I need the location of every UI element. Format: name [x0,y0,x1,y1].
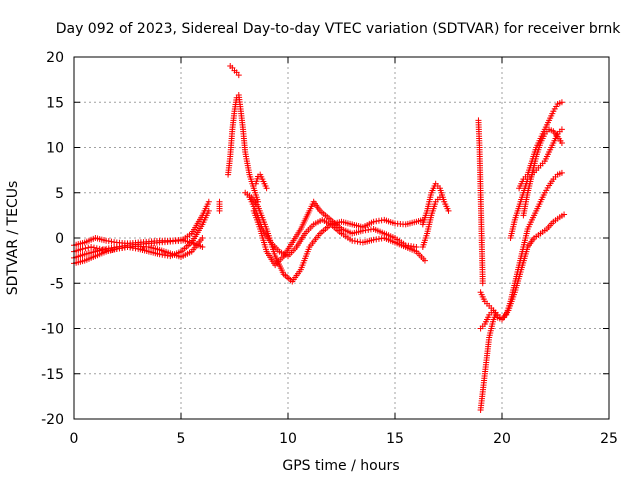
data-point [558,139,565,146]
axis-ticks [73,56,610,420]
data-point [421,257,428,264]
series-track-15 [477,311,499,413]
data-point [263,185,270,192]
x-tick-label: 25 [600,431,618,447]
x-axis-label: GPS time / hours [282,458,399,474]
data-point [561,211,568,218]
data-point-interp [82,245,89,252]
y-tick-label: -10 [41,322,64,338]
series-track-11 [252,171,270,192]
data-point [558,126,565,133]
series-track-14 [475,117,486,287]
series-track-20 [520,126,565,219]
data-point [88,244,95,251]
data-point [105,247,112,254]
data-point-interp [90,244,97,251]
series-track-6 [225,92,262,205]
data-point-interp [108,247,115,254]
data-point-interp [110,246,117,253]
x-tick-label: 10 [279,431,297,447]
x-tick-label: 20 [493,431,511,447]
data-point-interp [99,246,106,253]
data-point [205,207,212,214]
y-tick-label: -20 [41,412,64,428]
x-tick-label: 0 [70,431,79,447]
series-track-10 [250,198,420,269]
data-point [235,72,242,79]
data-point [445,207,452,214]
y-tick-label: 0 [55,231,64,247]
chart-title: Day 092 of 2023, Sidereal Day-to-day VTE… [56,21,621,37]
series-track-7 [227,63,242,79]
data-point-interp [85,244,92,251]
series-track-13 [419,194,443,251]
data-point [205,198,212,205]
data-point [199,235,206,241]
data-point-interp [102,247,109,254]
y-tick-label: -5 [50,276,64,292]
series-track-12 [419,180,452,228]
data-point [79,245,86,252]
y-tick-label: -15 [41,367,64,383]
series-track-16 [477,169,565,323]
series-track-2 [71,207,212,267]
grid [74,57,609,419]
x-tick-label: 15 [386,431,404,447]
x-tick-labels: 0 5 10 15 20 25 [70,431,618,447]
data-point [558,169,565,176]
data-point [96,245,103,252]
y-tick-label: 10 [46,141,64,157]
data-point [479,280,486,287]
series-track-17 [477,211,568,332]
y-tick-label: 20 [46,50,64,66]
data-point [436,194,443,201]
series-track-18 [507,126,565,241]
data-point [558,99,565,106]
y-tick-labels: -20 -15 -10 -5 0 5 10 15 20 [41,50,64,428]
data-point-interp [93,245,100,252]
data-point [199,244,206,251]
y-tick-label: 5 [55,186,64,202]
data-marks [71,63,568,413]
data-point [216,198,223,205]
data-point [413,244,420,251]
y-tick-label: 15 [46,95,64,111]
x-tick-label: 5 [177,431,186,447]
y-axis-label: SDTVAR / TECUs [5,181,21,296]
series-track-5 [216,198,223,214]
